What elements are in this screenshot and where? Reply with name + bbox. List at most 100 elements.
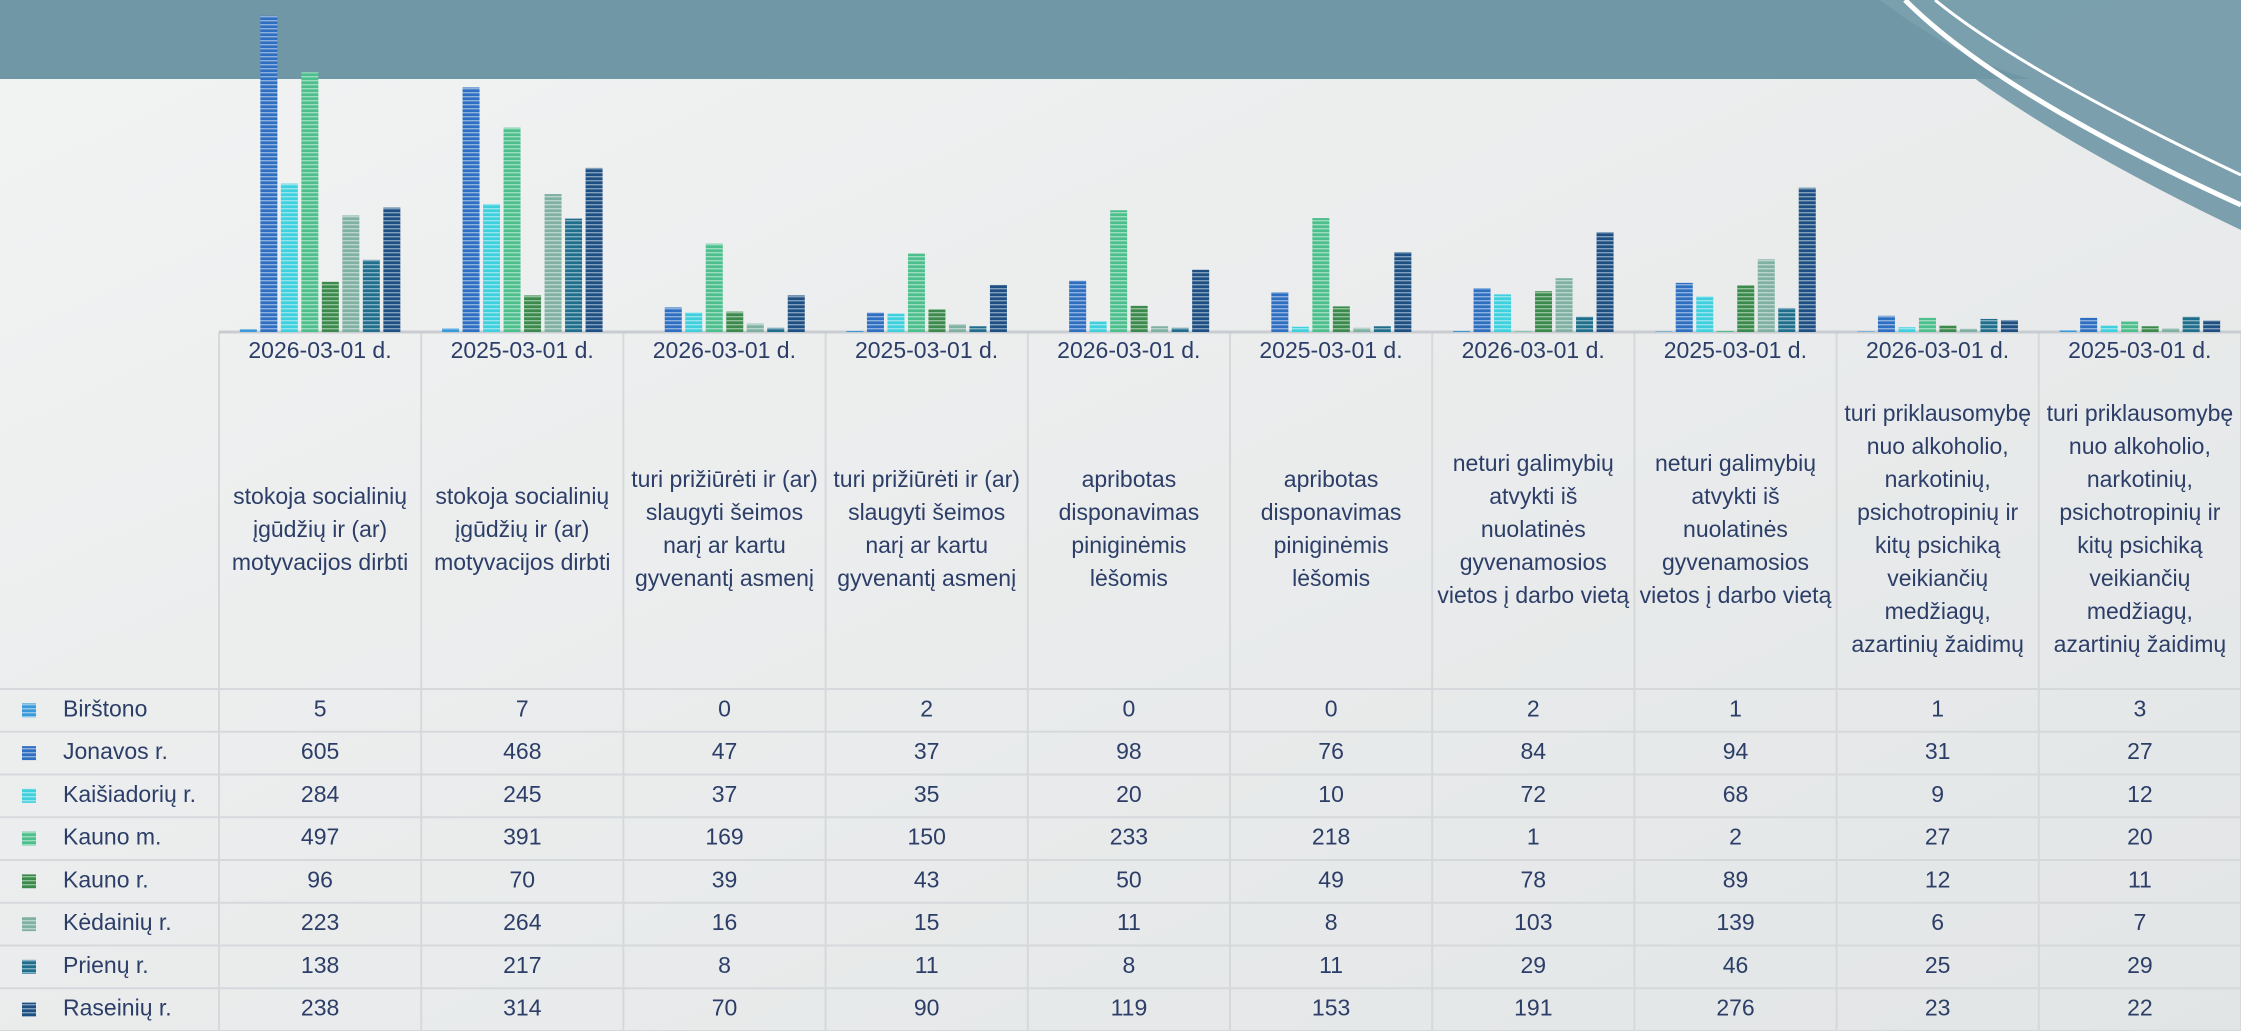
- table-value: 43: [914, 866, 940, 892]
- table-value: 27: [1925, 824, 1951, 850]
- category-label: turi prižiūrėti ir (ar) slaugyti šeimos …: [625, 369, 823, 689]
- table-value: 0: [1325, 695, 1338, 721]
- bar-texture: [665, 307, 682, 332]
- category-date: 2025-03-01 d.: [1634, 332, 1836, 369]
- table-value: 119: [1111, 995, 1148, 1021]
- table-value: 12: [1925, 866, 1951, 892]
- bar-texture: [706, 244, 723, 332]
- legend-key-texture: [22, 874, 36, 888]
- bar-texture: [788, 295, 805, 332]
- table-value: 68: [1723, 781, 1749, 807]
- bar-texture: [2001, 320, 2018, 332]
- bar-texture: [867, 313, 884, 332]
- table-value: 76: [1318, 738, 1344, 764]
- bar-texture: [463, 87, 480, 332]
- table-value: 11: [1319, 952, 1343, 978]
- table-value: 391: [503, 824, 541, 850]
- bar-texture: [281, 184, 298, 332]
- table-value: 90: [914, 995, 940, 1021]
- bar-texture: [2183, 317, 2200, 332]
- table-value: 497: [301, 824, 339, 850]
- bar-texture: [928, 310, 945, 332]
- legend-label: Kėdainių r.: [63, 909, 172, 935]
- table-value: 3: [2134, 695, 2147, 721]
- category-date: 2025-03-01 d.: [1230, 332, 1432, 369]
- table-value: 150: [908, 824, 946, 850]
- table-value: 96: [307, 866, 333, 892]
- table-value: 468: [503, 738, 541, 764]
- bar-texture: [1696, 296, 1713, 332]
- category-date: 2025-03-01 d.: [421, 332, 623, 369]
- bar-texture: [908, 254, 925, 332]
- bar-texture: [726, 312, 743, 332]
- bar-texture: [363, 260, 380, 332]
- table-value: 238: [301, 995, 339, 1021]
- table-value: 2: [920, 695, 933, 721]
- category-label: apribotas disponavimas piniginėmis lėšom…: [1030, 369, 1228, 689]
- table-value: 169: [705, 824, 743, 850]
- legend-label: Kauno r.: [63, 866, 149, 892]
- bar-texture: [685, 313, 702, 332]
- bar-texture: [1758, 259, 1775, 332]
- category-label: turi priklausomybę nuo alkoholio, narkot…: [2041, 369, 2239, 689]
- table-value: 2: [1729, 824, 1742, 850]
- legend-label: Jonavos r.: [63, 738, 168, 764]
- bar-texture: [1312, 218, 1329, 332]
- table-value: 16: [712, 909, 738, 935]
- bar-texture: [565, 219, 582, 332]
- table-value: 223: [301, 909, 339, 935]
- table-value: 70: [510, 866, 536, 892]
- table-value: 37: [712, 781, 738, 807]
- bar-texture: [342, 215, 359, 332]
- bar-texture: [260, 16, 277, 332]
- table-value: 138: [301, 952, 339, 978]
- table-value: 245: [503, 781, 541, 807]
- table-value: 1: [1527, 824, 1540, 850]
- category-date: 2026-03-01 d.: [623, 332, 825, 369]
- table-value: 84: [1521, 738, 1547, 764]
- table-value: 7: [2134, 909, 2147, 935]
- table-value: 20: [1116, 781, 1142, 807]
- legend-label: Kauno m.: [63, 824, 161, 850]
- bar-texture: [747, 324, 764, 332]
- table-value: 11: [1117, 909, 1141, 935]
- bar-texture: [1980, 319, 1997, 332]
- bar-texture: [1271, 292, 1288, 332]
- bar-texture: [524, 295, 541, 332]
- table-value: 1: [1931, 695, 1944, 721]
- table-value: 1: [1729, 695, 1742, 721]
- category-label: stokoja socialinių įgūdžių ir (ar) motyv…: [423, 369, 621, 689]
- table-value: 25: [1925, 952, 1951, 978]
- bar-texture: [1597, 232, 1614, 332]
- bar-texture: [2121, 322, 2138, 332]
- category-label: neturi galimybių atvykti iš nuolatinės g…: [1434, 369, 1632, 689]
- bar-texture: [1474, 288, 1491, 332]
- table-value: 139: [1716, 909, 1754, 935]
- bar-texture: [301, 72, 318, 332]
- table-value: 0: [1123, 695, 1136, 721]
- bar-texture: [1676, 283, 1693, 332]
- legend-key-texture: [22, 789, 36, 803]
- page: 5605284497962231382387468245391702642173…: [0, 0, 2241, 1031]
- table-value: 47: [712, 738, 738, 764]
- category-date: 2026-03-01 d.: [1432, 332, 1634, 369]
- table-value: 29: [1521, 952, 1547, 978]
- table-value: 98: [1116, 738, 1142, 764]
- legend-label: Prienų r.: [63, 952, 149, 978]
- bar-texture: [504, 128, 521, 332]
- table-value: 94: [1723, 738, 1749, 764]
- category-date: 2026-03-01 d.: [1028, 332, 1230, 369]
- legend-label: Raseinių r.: [63, 995, 172, 1021]
- bar-texture: [586, 168, 603, 332]
- table-value: 8: [1123, 952, 1136, 978]
- bar-texture: [1110, 210, 1127, 332]
- legend-key-texture: [22, 1003, 36, 1017]
- table-value: 218: [1312, 824, 1350, 850]
- table-value: 314: [503, 995, 542, 1021]
- category-label: stokoja socialinių įgūdžių ir (ar) motyv…: [221, 369, 419, 689]
- table-value: 78: [1521, 866, 1547, 892]
- bar-texture: [383, 208, 400, 332]
- legend-label: Kaišiadorių r.: [63, 781, 196, 807]
- bar-texture: [2080, 318, 2097, 332]
- table-value: 217: [503, 952, 541, 978]
